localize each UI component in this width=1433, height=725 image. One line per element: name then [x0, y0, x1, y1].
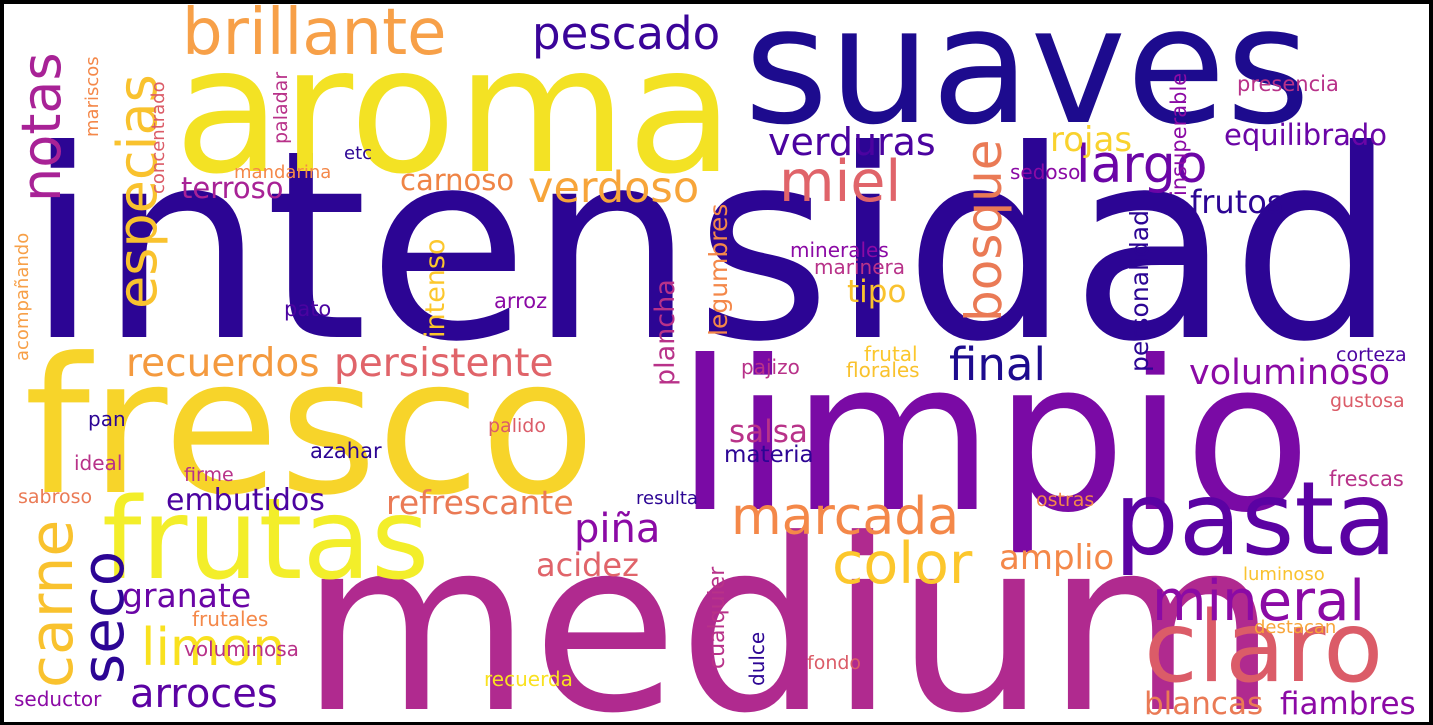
word-pajizo: pajizo: [741, 355, 800, 379]
word-carnoso: carnoso: [400, 163, 515, 197]
word-plancha: plancha: [650, 279, 681, 386]
word-frutal: frutal: [864, 342, 918, 366]
word-voluminoso: voluminoso: [1189, 353, 1391, 393]
word-florales: florales: [846, 358, 920, 382]
word-frescas: frescas: [1329, 467, 1404, 491]
word-arroces: arroces: [130, 671, 278, 717]
word-presencia: presencia: [1237, 72, 1339, 96]
word-limpio: limpio: [676, 317, 1312, 559]
word-destacan: destacan: [1254, 617, 1337, 638]
word-frutales: frutales: [192, 607, 269, 631]
word-frutos: frutos: [1190, 183, 1284, 221]
word-verduras: verduras: [768, 120, 936, 164]
word-embutidos: embutidos: [166, 483, 325, 518]
word-claro: claro: [1144, 591, 1384, 705]
word-etc: etc: [344, 143, 373, 164]
word-color: color: [832, 531, 973, 597]
word-terroso: terroso: [181, 171, 284, 205]
word-frutas: frutas: [102, 475, 430, 605]
word-paladar: paladar: [270, 71, 292, 144]
word-resulta: resulta: [636, 488, 698, 509]
word-brillante: brillante: [182, 4, 447, 70]
word-pasta: pasta: [1114, 460, 1397, 579]
word-notas: notas: [10, 52, 73, 202]
word-luminoso: luminoso: [1243, 564, 1325, 585]
word-seductor: seductor: [14, 687, 102, 711]
word-legumbres: legumbres: [704, 203, 733, 336]
word-medium: medium: [300, 489, 1279, 723]
word-recuerdos: recuerdos: [126, 341, 320, 386]
word-amplio: amplio: [999, 538, 1115, 578]
word-fondo: fondo: [807, 652, 862, 674]
word-voluminosa: voluminosa: [184, 637, 299, 661]
word-insuperable: insuperable: [1167, 72, 1191, 196]
word-aroma: aroma: [174, 10, 735, 213]
word-materia: materia: [724, 442, 814, 468]
word-pan: pan: [88, 407, 126, 431]
word-cloud: intensidad medium limpio fresco aroma su…: [4, 4, 1429, 722]
word-intensidad: intensidad: [26, 94, 1398, 399]
word-persistente: persistente: [334, 341, 554, 386]
word-miel: miel: [779, 149, 902, 215]
word-mariscos: mariscos: [82, 56, 103, 137]
word-largo: largo: [1076, 135, 1208, 195]
word-fresco: fresco: [24, 318, 596, 537]
word-minerales: minerales: [790, 238, 889, 262]
word-blancas: blancas: [1144, 686, 1264, 722]
word-ideal: ideal: [74, 451, 123, 475]
word-corteza: corteza: [1336, 344, 1407, 366]
word-ostras: ostras: [1036, 489, 1095, 511]
word-arroz: arroz: [494, 289, 548, 313]
word-verdoso: verdoso: [528, 163, 700, 213]
word-sedoso: sedoso: [1010, 160, 1081, 184]
word-tipo: tipo: [847, 274, 907, 310]
word-concentrado: concentrado: [148, 81, 169, 194]
word-equilibrado: equilibrado: [1224, 118, 1388, 152]
word-gustosa: gustosa: [1330, 390, 1405, 412]
word-recuerda: recuerda: [484, 667, 573, 691]
word-intenso: intenso: [420, 238, 451, 338]
word-azahar: azahar: [310, 439, 382, 463]
word-final: final: [949, 338, 1046, 391]
word-fiambres: fiambres: [1280, 686, 1416, 722]
word-rojas: rojas: [1050, 120, 1133, 160]
word-pato: pato: [284, 297, 332, 321]
word-salsa: salsa: [729, 414, 808, 450]
word-firme: firme: [184, 464, 234, 486]
word-palido: palido: [488, 415, 546, 437]
word-granate: granate: [122, 576, 252, 615]
word-acidez: acidez: [536, 546, 639, 584]
word-acompanando: acompañando: [12, 232, 33, 361]
word-suaves: suaves: [744, 4, 1311, 161]
word-sabroso: sabroso: [18, 486, 93, 508]
word-pescado: pescado: [532, 7, 721, 60]
word-refrescante: refrescante: [386, 483, 574, 522]
word-limon: limon: [141, 618, 286, 678]
word-marinera: marinera: [814, 255, 905, 279]
word-marcada: marcada: [731, 487, 960, 547]
word-dulce: dulce: [745, 631, 769, 686]
word-pina: piña: [574, 506, 661, 552]
word-bosque: bosque: [955, 139, 1013, 322]
word-mineral: mineral: [1152, 569, 1365, 634]
word-mandarina: mandarina: [234, 162, 332, 183]
word-personalidad: personalidad: [1125, 210, 1154, 372]
word-seco: seco: [69, 550, 137, 684]
word-cualquier: cualquier: [705, 566, 730, 669]
